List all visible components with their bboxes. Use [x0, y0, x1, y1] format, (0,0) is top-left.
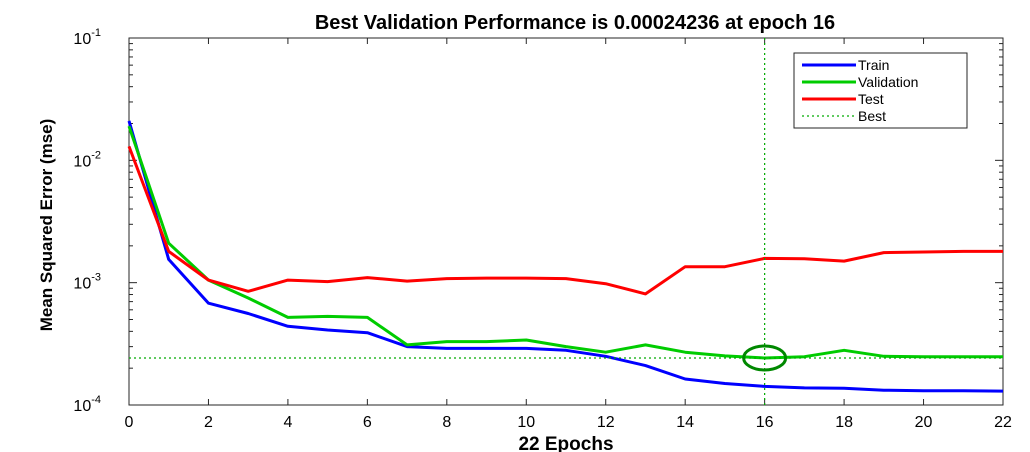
y-tick-label: 10-4 — [73, 394, 101, 415]
y-tick-base: 10 — [73, 398, 91, 415]
y-tick-exponent: -2 — [91, 149, 101, 161]
series-lines — [127, 120, 1004, 393]
y-tick-exponent: -4 — [91, 394, 101, 406]
x-tick-label: 2 — [204, 414, 213, 431]
x-tick-label: 12 — [597, 414, 615, 431]
x-tick-label: 6 — [363, 414, 372, 431]
y-tick-label: 10-2 — [73, 149, 101, 170]
best-markers — [129, 38, 1003, 405]
x-tick-label: 14 — [676, 414, 694, 431]
series-line-train — [127, 120, 1004, 393]
x-tick-label: 22 — [994, 414, 1012, 431]
x-tick-label: 18 — [835, 414, 853, 431]
legend-label-train: Train — [858, 57, 889, 73]
legend-label-best: Best — [858, 108, 886, 124]
series-line-test — [127, 145, 1003, 296]
x-tick-label: 4 — [283, 414, 292, 431]
x-tick-label: 10 — [517, 414, 535, 431]
x-tick-label: 20 — [915, 414, 933, 431]
x-tick-label: 8 — [442, 414, 451, 431]
y-tick-label: 10-1 — [73, 27, 101, 48]
legend-label-validation: Validation — [858, 74, 918, 90]
chart-title: Best Validation Performance is 0.0002423… — [315, 12, 835, 34]
x-tick-label: 0 — [125, 414, 134, 431]
x-tick-label: 16 — [756, 414, 774, 431]
y-tick-label: 10-3 — [73, 272, 101, 293]
y-tick-base: 10 — [73, 153, 91, 170]
y-tick-exponent: -3 — [91, 272, 101, 284]
y-tick-exponent: -1 — [91, 27, 101, 39]
best-point-marker — [742, 344, 788, 372]
y-tick-base: 10 — [73, 276, 91, 293]
series-line-validation — [127, 125, 1003, 360]
legend-label-test: Test — [858, 91, 884, 107]
x-axis-label: 22 Epochs — [518, 434, 613, 452]
y-axis-label: Mean Squared Error (mse) — [37, 119, 56, 332]
y-tick-base: 10 — [73, 31, 91, 48]
